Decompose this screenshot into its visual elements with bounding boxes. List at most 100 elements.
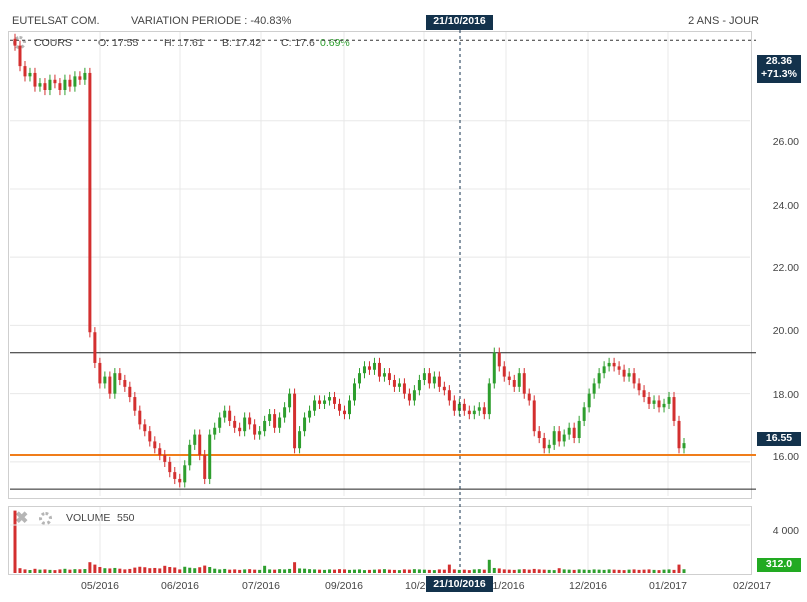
volume-bar xyxy=(268,569,272,573)
volume-bar xyxy=(248,569,252,573)
candle-body xyxy=(13,38,17,46)
max-price-value: 28.36 xyxy=(765,55,793,67)
candle-body xyxy=(63,79,67,90)
volume-bar xyxy=(63,568,67,573)
volume-bar xyxy=(582,569,586,573)
candle-body xyxy=(253,424,257,435)
volume-bar xyxy=(427,569,431,573)
candle-body xyxy=(38,83,42,87)
candle-body xyxy=(193,434,197,445)
volume-bar xyxy=(73,569,77,573)
close-indicator-icon[interactable]: ✖ xyxy=(15,510,29,527)
candle-body xyxy=(352,383,356,401)
candle-body xyxy=(522,373,526,394)
candle-body xyxy=(412,390,416,401)
candle-body xyxy=(517,373,521,387)
volume-bar xyxy=(138,566,142,573)
candle-body xyxy=(323,400,327,404)
candle-body xyxy=(552,431,556,445)
candle-body xyxy=(213,427,217,435)
volume-bar xyxy=(682,569,686,573)
volume-bar xyxy=(552,570,556,573)
candle-body xyxy=(128,386,132,398)
volume-bar xyxy=(273,569,277,573)
candle-body xyxy=(198,434,202,456)
volume-bar xyxy=(602,569,606,573)
volume-bar xyxy=(323,569,327,573)
candle-body xyxy=(657,400,661,408)
candle-body xyxy=(372,362,376,370)
volume-bar xyxy=(472,569,476,573)
candle-body xyxy=(482,407,486,415)
volume-bar xyxy=(462,569,466,573)
volume-bar xyxy=(612,569,616,573)
candle-body xyxy=(33,72,37,87)
volume-bar xyxy=(293,562,297,573)
candle-body xyxy=(333,397,337,404)
candle-body xyxy=(98,362,102,384)
cursor-date-tag-bottom: 21/10/2016 xyxy=(426,576,493,592)
volume-bar xyxy=(592,569,596,573)
candle-body xyxy=(582,407,586,421)
volume-bar xyxy=(233,569,237,573)
volume-bar xyxy=(253,569,257,573)
volume-bar xyxy=(48,569,52,573)
candle-body xyxy=(58,83,62,90)
candle-body xyxy=(313,400,317,411)
candle-body xyxy=(477,407,481,411)
volume-label: VOLUME xyxy=(66,512,111,524)
candle-body xyxy=(402,383,406,394)
candle-body xyxy=(328,397,332,401)
period-selector[interactable]: 2 ANS - JOUR xyxy=(688,15,759,27)
volume-bar xyxy=(343,569,347,573)
max-price-change: +71.3% xyxy=(761,68,797,80)
volume-bar xyxy=(512,569,516,573)
volume-bar xyxy=(527,569,531,573)
candle-body xyxy=(647,397,651,404)
candle-body xyxy=(178,478,182,483)
candle-body xyxy=(472,410,476,415)
volume-bar xyxy=(502,569,506,573)
volume-bar xyxy=(352,569,356,573)
candle-body xyxy=(417,380,421,391)
volume-bar xyxy=(163,565,167,573)
volume-bar xyxy=(367,569,371,573)
candle-body xyxy=(88,72,92,333)
price-series-label: COURS xyxy=(34,37,72,49)
candle-body xyxy=(667,397,671,404)
volume-panel[interactable] xyxy=(8,506,752,575)
candle-body xyxy=(427,373,431,384)
price-panel[interactable] xyxy=(8,31,752,499)
candle-body xyxy=(43,83,47,90)
candle-body xyxy=(348,400,351,415)
volume-bar xyxy=(672,569,676,573)
candle-body xyxy=(507,376,511,380)
volume-bar xyxy=(532,568,536,573)
candle-body xyxy=(293,393,297,449)
volume-bar xyxy=(577,569,581,573)
last-price-tag: 16.55 xyxy=(757,432,801,446)
candle-body xyxy=(298,431,302,449)
candle-body xyxy=(123,380,127,387)
cursor-date-tag-top: 21/10/2016 xyxy=(426,15,493,30)
candle-body xyxy=(512,380,516,387)
y-tick-label: 20.00 xyxy=(772,325,799,337)
candle-body xyxy=(452,400,456,411)
candle-body xyxy=(432,376,436,384)
volume-bar xyxy=(667,569,671,573)
volume-bar xyxy=(328,569,332,573)
volume-bar xyxy=(98,567,102,573)
x-tick-label: 05/2016 xyxy=(81,580,119,592)
volume-settings-gear-icon[interactable] xyxy=(39,512,52,525)
candle-body xyxy=(73,76,77,87)
volume-bar xyxy=(218,569,222,573)
volume-bar xyxy=(168,567,172,573)
candle-body xyxy=(68,79,72,87)
candle-body xyxy=(223,410,227,418)
volume-bar xyxy=(148,568,152,573)
y-tick-label: 22.00 xyxy=(772,262,799,274)
volume-bar xyxy=(108,568,112,573)
volume-bar xyxy=(143,567,147,573)
volume-bar xyxy=(78,569,82,573)
